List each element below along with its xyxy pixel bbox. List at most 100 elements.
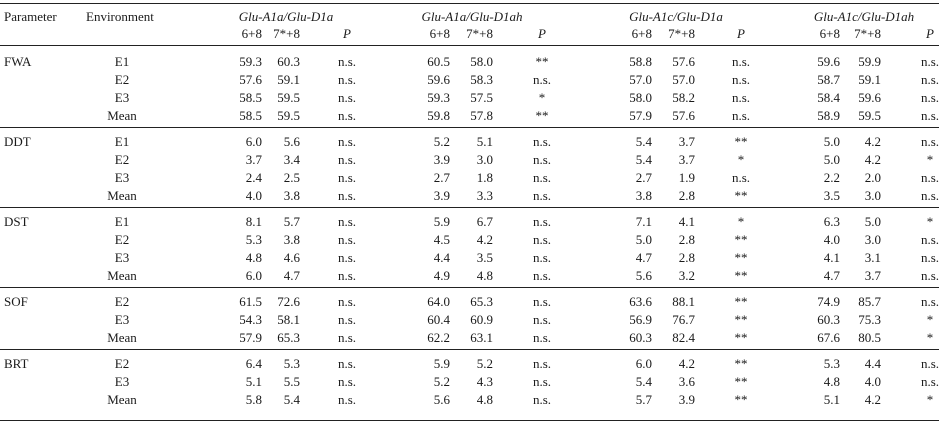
value-7star-8: 60.9 xyxy=(470,312,493,327)
value-7star-8: 57.8 xyxy=(470,108,493,123)
p-value: n.s. xyxy=(337,188,357,203)
value-7star-8: 3.0 xyxy=(864,188,881,203)
value-7star-8: 3.8 xyxy=(283,188,300,203)
value-7star-8: 3.0 xyxy=(864,232,881,247)
value-7star-8: 59.5 xyxy=(858,108,881,123)
p-value: ** xyxy=(535,54,549,69)
value-6-8: 60.3 xyxy=(817,312,840,327)
value-7star-8: 3.1 xyxy=(864,250,881,265)
p-value: ** xyxy=(734,392,748,407)
value-6-8: 3.7 xyxy=(245,152,262,167)
value-6-8: 63.6 xyxy=(629,294,652,309)
value-7star-8: 59.1 xyxy=(277,72,300,87)
value-7star-8: 2.8 xyxy=(678,250,695,265)
p-value: n.s. xyxy=(532,134,552,149)
value-7star-8: 80.5 xyxy=(858,330,881,345)
value-7star-8: 2.8 xyxy=(678,188,695,203)
value-6-8: 59.8 xyxy=(427,108,450,123)
value-7star-8: 1.8 xyxy=(476,170,493,185)
p-value: n.s. xyxy=(337,54,357,69)
value-6-8: 4.4 xyxy=(433,250,450,265)
value-6-8: 4.0 xyxy=(245,188,262,203)
p-value: * xyxy=(926,152,934,167)
p-value: n.s. xyxy=(337,250,357,265)
value-7star-8: 3.2 xyxy=(678,268,695,283)
value-7star-8: 4.1 xyxy=(678,214,695,229)
p-value: n.s. xyxy=(920,268,939,283)
header-sub-7star-8: 7*+8 xyxy=(854,26,881,41)
value-6-8: 5.7 xyxy=(635,392,652,407)
value-7star-8: 4.4 xyxy=(864,356,881,371)
value-6-8: 74.9 xyxy=(817,294,840,309)
value-7star-8: 4.2 xyxy=(476,232,493,247)
value-7star-8: 75.3 xyxy=(858,312,881,327)
header-sub-p: P xyxy=(538,26,546,41)
value-6-8: 5.2 xyxy=(433,374,450,389)
p-value: n.s. xyxy=(337,268,357,283)
environment-cell: E3 xyxy=(114,170,130,185)
value-6-8: 3.9 xyxy=(433,152,450,167)
value-7star-8: 63.1 xyxy=(470,330,493,345)
p-value: ** xyxy=(734,294,748,309)
value-6-8: 5.6 xyxy=(635,268,652,283)
p-value: * xyxy=(926,214,934,229)
value-6-8: 4.8 xyxy=(823,374,840,389)
value-6-8: 5.4 xyxy=(635,134,652,149)
value-7star-8: 4.2 xyxy=(864,392,881,407)
value-7star-8: 2.8 xyxy=(678,232,695,247)
header-sub-7star-8: 7*+8 xyxy=(466,26,493,41)
value-7star-8: 6.7 xyxy=(476,214,493,229)
value-7star-8: 3.4 xyxy=(283,152,300,167)
environment-cell: E2 xyxy=(114,72,130,87)
value-7star-8: 4.2 xyxy=(864,134,881,149)
p-value: n.s. xyxy=(337,392,357,407)
p-value: n.s. xyxy=(532,294,552,309)
value-6-8: 57.9 xyxy=(239,330,262,345)
p-value: n.s. xyxy=(920,54,939,69)
value-7star-8: 3.3 xyxy=(476,188,493,203)
value-6-8: 5.4 xyxy=(635,374,652,389)
environment-cell: Mean xyxy=(107,268,137,283)
p-value: n.s. xyxy=(337,134,357,149)
p-value: n.s. xyxy=(731,72,751,87)
value-6-8: 5.3 xyxy=(245,232,262,247)
value-7star-8: 5.5 xyxy=(283,374,300,389)
environment-cell: E3 xyxy=(114,312,130,327)
environment-cell: E2 xyxy=(114,356,130,371)
p-value: n.s. xyxy=(920,232,939,247)
value-7star-8: 58.1 xyxy=(277,312,300,327)
environment-cell: E2 xyxy=(114,294,130,309)
value-7star-8: 5.1 xyxy=(476,134,493,149)
p-value: n.s. xyxy=(532,170,552,185)
value-6-8: 58.7 xyxy=(817,72,840,87)
value-7star-8: 59.5 xyxy=(277,108,300,123)
p-value: * xyxy=(926,392,934,407)
value-6-8: 59.6 xyxy=(427,72,450,87)
value-6-8: 5.0 xyxy=(823,152,840,167)
value-6-8: 3.5 xyxy=(823,188,840,203)
p-value: * xyxy=(926,330,934,345)
value-6-8: 59.3 xyxy=(427,90,450,105)
header-sub-6-8: 6+8 xyxy=(819,26,840,41)
value-7star-8: 5.4 xyxy=(283,392,300,407)
value-7star-8: 60.3 xyxy=(277,54,300,69)
value-7star-8: 59.5 xyxy=(277,90,300,105)
environment-cell: E1 xyxy=(114,54,130,69)
p-value: n.s. xyxy=(337,232,357,247)
environment-cell: E2 xyxy=(114,232,130,247)
p-value: n.s. xyxy=(337,90,357,105)
value-7star-8: 5.2 xyxy=(476,356,493,371)
value-7star-8: 3.5 xyxy=(476,250,493,265)
value-6-8: 7.1 xyxy=(635,214,652,229)
value-6-8: 6.4 xyxy=(245,356,262,371)
header-sub-p: P xyxy=(343,26,351,41)
value-6-8: 60.3 xyxy=(629,330,652,345)
value-7star-8: 3.7 xyxy=(678,134,695,149)
p-value: * xyxy=(538,90,546,105)
value-7star-8: 5.3 xyxy=(283,356,300,371)
value-6-8: 61.5 xyxy=(239,294,262,309)
p-value: ** xyxy=(734,374,748,389)
header-sub-7star-8: 7*+8 xyxy=(668,26,695,41)
p-value: n.s. xyxy=(337,108,357,123)
